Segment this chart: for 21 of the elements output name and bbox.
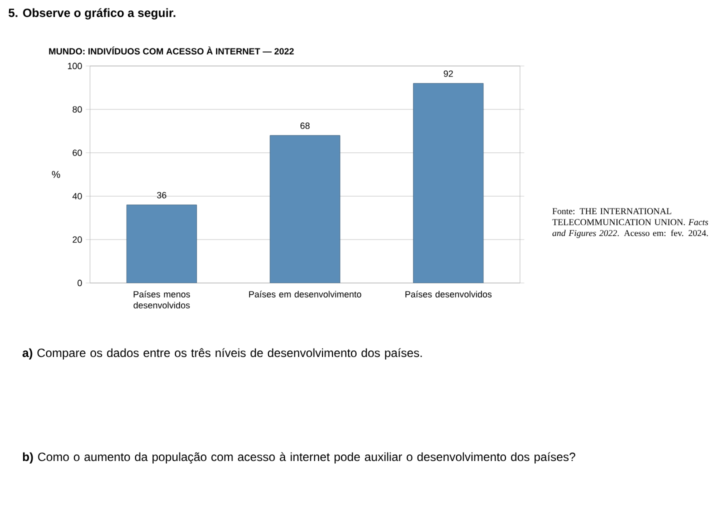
- y-axis-title: %: [52, 170, 60, 178]
- y-tick-label: 20: [72, 236, 82, 243]
- data-label: 92: [444, 70, 453, 77]
- y-tick-label: 60: [72, 150, 82, 156]
- y-tick-label: 100: [68, 62, 82, 70]
- y-tick-label: 0: [78, 280, 82, 286]
- text: a) Compare os dados entre os três níveis de desenvolvimento dos países.: [22, 348, 422, 360]
- data-label: 36: [157, 192, 166, 198]
- y-tick-label: 80: [72, 106, 82, 113]
- x-tick-label: Países menos desenvolvidos: [134, 290, 190, 308]
- chart-title: MUNDO: INDIVÍDUOS COM ACESSO À INTERNET — 2022: [49, 46, 294, 54]
- text: 5. Observe o gráfico a seguir.: [8, 8, 176, 20]
- bar: [413, 83, 484, 283]
- text: b) Como o aumento da população com acesso à internet pode auxiliar o desenvolvimento dos países?: [22, 452, 576, 464]
- x-tick-label: Países em desenvolvimento: [249, 290, 362, 298]
- text: Fonte: THE INTERNATIONAL TELECOMMUNICATION UNION. Facts and Figures 2022. Acesso em: fev. 2024.: [552, 208, 708, 238]
- bar: [270, 135, 340, 283]
- data-label: 68: [300, 122, 310, 129]
- y-tick-label: 40: [72, 193, 82, 200]
- bar: [126, 204, 197, 283]
- x-tick-label: Países desenvolvidos: [405, 290, 492, 298]
